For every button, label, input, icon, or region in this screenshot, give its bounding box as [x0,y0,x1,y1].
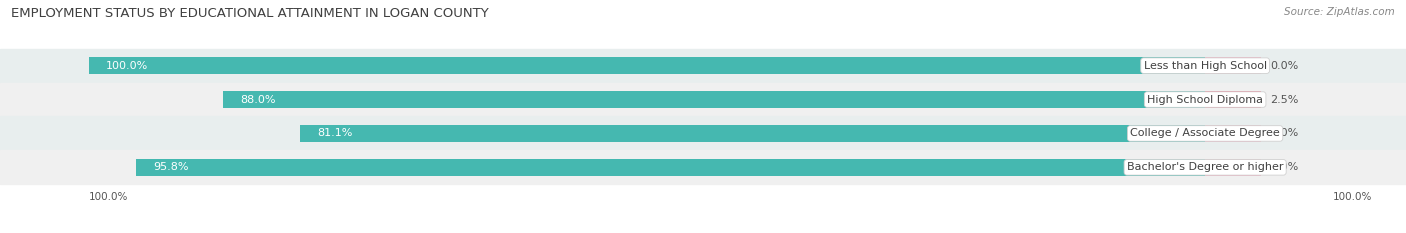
Text: 100.0%: 100.0% [105,61,148,71]
Bar [224,91,1205,108]
Text: 0.0%: 0.0% [1270,61,1298,71]
Bar [1205,125,1261,142]
Text: EMPLOYMENT STATUS BY EDUCATIONAL ATTAINMENT IN LOGAN COUNTY: EMPLOYMENT STATUS BY EDUCATIONAL ATTAINM… [11,7,489,20]
Bar [136,158,1205,176]
Bar [0,49,1406,83]
Text: Bachelor's Degree or higher: Bachelor's Degree or higher [1126,162,1284,172]
Text: College / Associate Degree: College / Associate Degree [1130,128,1279,138]
Bar [1205,158,1261,176]
Bar [0,150,1406,184]
Text: 100.0%: 100.0% [1333,192,1372,202]
Text: 2.5%: 2.5% [1270,95,1298,105]
Bar [0,83,1406,116]
Bar [1205,57,1261,75]
Bar [0,116,1406,150]
Bar [299,125,1205,142]
Text: 0.0%: 0.0% [1270,162,1298,172]
Text: 0.0%: 0.0% [1270,128,1298,138]
Text: 95.8%: 95.8% [153,162,188,172]
Bar [1205,91,1261,108]
Text: 100.0%: 100.0% [89,192,128,202]
Text: High School Diploma: High School Diploma [1147,95,1263,105]
Text: Less than High School: Less than High School [1143,61,1267,71]
Text: Source: ZipAtlas.com: Source: ZipAtlas.com [1284,7,1395,17]
Text: 88.0%: 88.0% [240,95,276,105]
Bar [89,57,1205,75]
Text: 81.1%: 81.1% [316,128,353,138]
